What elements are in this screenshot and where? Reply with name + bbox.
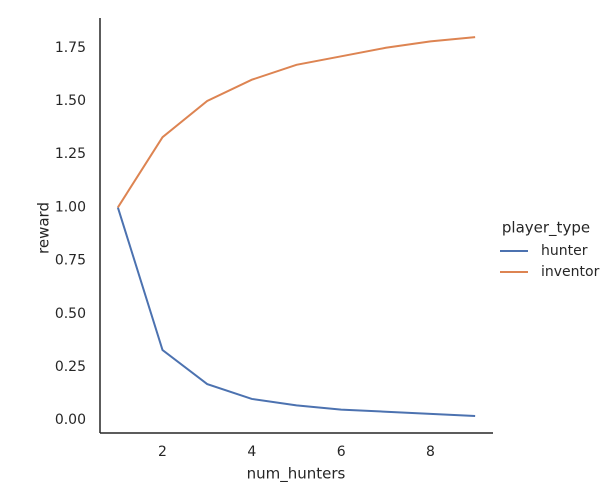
legend-label: inventor xyxy=(541,264,600,280)
line xyxy=(117,36,476,208)
y-tick-label: 0.25 xyxy=(55,359,86,375)
y-tick-label: 1.50 xyxy=(55,93,86,109)
y-tick-label: 0.00 xyxy=(55,412,86,428)
x-tick-label: 8 xyxy=(426,444,435,460)
legend-title: player_type xyxy=(502,219,590,238)
y-tick-label: 1.75 xyxy=(55,40,86,56)
x-tick-label: 2 xyxy=(158,444,167,460)
y-tick-label: 0.75 xyxy=(55,253,86,269)
line xyxy=(116,207,476,417)
y-tick-label: 1.00 xyxy=(55,199,86,215)
y-tick-label: 0.50 xyxy=(55,306,86,322)
x-tick-label: 6 xyxy=(337,444,346,460)
x-axis-label: num_hunters xyxy=(247,465,346,484)
y-axis-label: reward xyxy=(35,202,53,254)
legend-label: hunter xyxy=(541,243,588,259)
x-tick-label: 4 xyxy=(247,444,256,460)
y-tick-label: 1.25 xyxy=(55,146,86,162)
